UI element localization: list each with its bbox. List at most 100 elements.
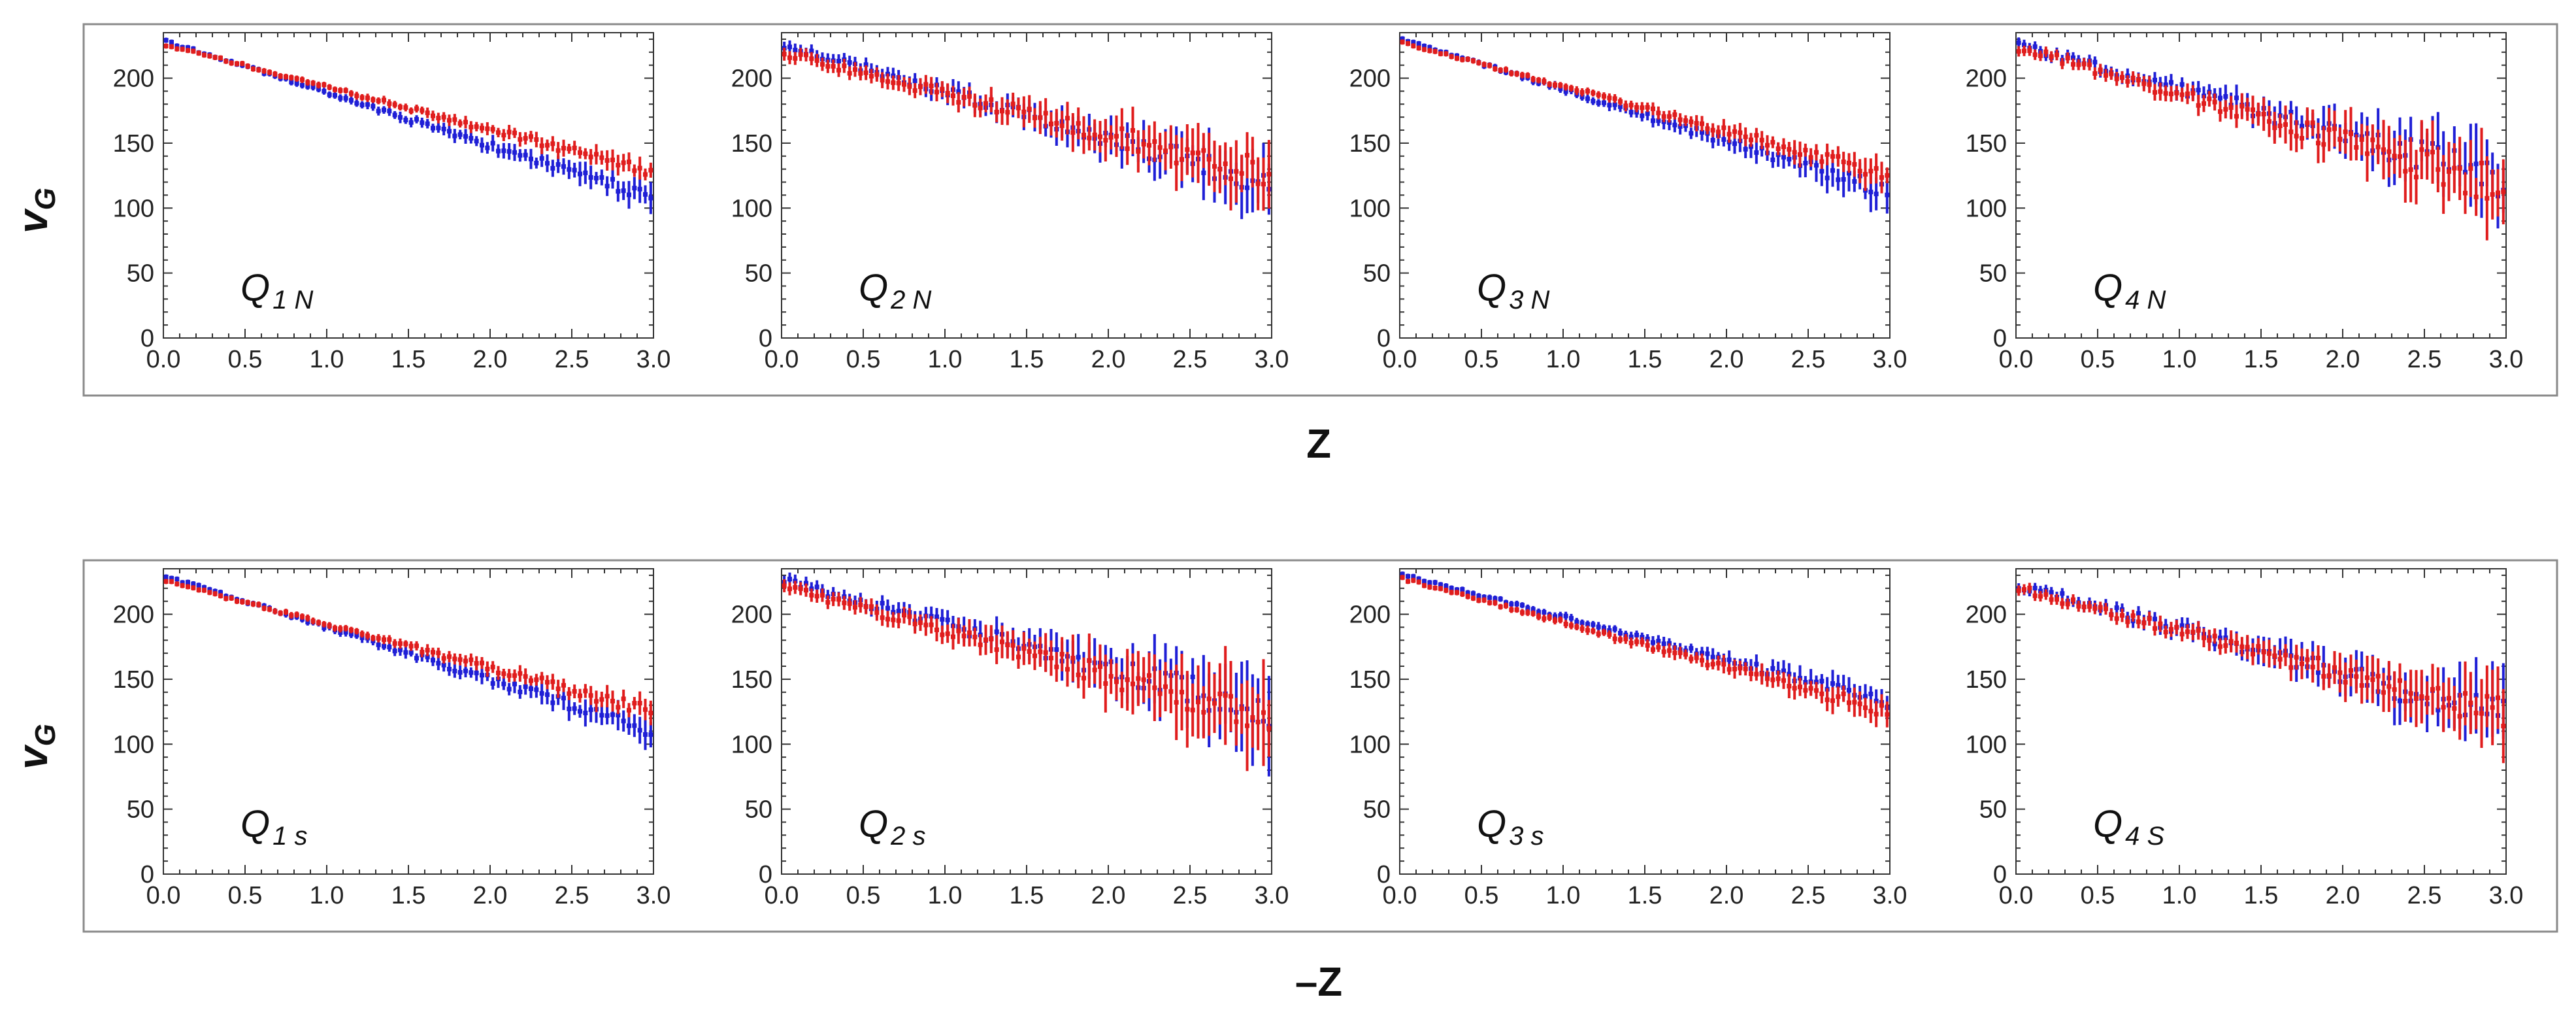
data-point [2398,698,2402,703]
data-point [945,91,950,96]
data-point [186,580,190,585]
data-point [1819,169,1825,174]
data-point [2130,613,2136,618]
data-point [1830,168,1835,173]
data-point [2016,588,2021,593]
data-point [1689,656,1694,662]
data-point [2381,147,2386,152]
data-point [809,48,814,54]
x-tick-label: 0.5 [228,882,263,909]
data-point [490,664,495,669]
data-point [1640,635,1645,640]
data-point [918,84,923,90]
data-point [1180,690,1184,695]
data-point [480,673,484,678]
data-point [539,691,544,696]
data-point [2501,189,2506,194]
data-point [1694,121,1699,126]
x-tick-label: 2.5 [1173,882,1208,909]
data-point [1874,166,1879,171]
y-tick-label: 150 [113,666,154,694]
data-point [2452,165,2457,171]
data-point [2288,665,2294,670]
data-point [1672,122,1677,127]
x-tick-label: 1.5 [1010,882,1044,909]
y-tick-label: 50 [1363,260,1391,288]
data-point [1125,677,1130,683]
data-point [2277,123,2283,128]
data-point [1836,177,1841,182]
data-point [469,135,474,141]
data-point [2032,586,2038,591]
data-point [1825,175,1830,180]
data-point [447,666,452,671]
data-point [1825,152,1830,157]
y-tick-label: 200 [1349,65,1391,93]
data-point [534,137,539,142]
data-point [2027,48,2032,53]
data-point [2190,91,2196,96]
data-point [382,637,386,642]
data-point [1542,616,1547,621]
data-point [229,60,234,65]
data-point [2071,61,2075,67]
plot-area [1399,32,1891,339]
data-point [447,118,452,123]
data-point [518,137,523,142]
data-point [1710,137,1715,143]
data-point [1754,671,1759,677]
series-red [2016,583,2506,764]
data-point [956,100,961,105]
data-point [561,683,566,688]
data-point [1255,181,1261,186]
data-point [885,79,890,84]
data-point [1803,148,1808,153]
data-point [1574,624,1579,630]
data-point [1667,641,1672,646]
data-point [929,83,934,88]
data-point [1661,641,1666,647]
data-point [327,84,332,90]
data-point [2251,107,2255,112]
data-point [1836,683,1841,688]
data-point [912,88,917,93]
data-point [2153,77,2157,82]
data-point [1536,614,1541,619]
y-tick-label: 50 [745,260,772,288]
data-point [1885,192,1890,197]
data-point [251,67,256,72]
data-point [1092,132,1097,137]
data-point [1476,598,1481,603]
data-point [387,109,392,114]
data-point [967,630,972,635]
data-point [349,628,354,633]
data-point [2501,724,2506,729]
data-point [1574,88,1579,93]
data-point [2049,590,2054,595]
data-point [2092,606,2098,611]
data-point [2087,604,2092,609]
data-point [300,614,305,619]
data-point [349,97,354,103]
data-point [1087,658,1092,664]
data-point [2038,594,2043,599]
x-tick-label: 1.0 [310,882,344,909]
data-point [2310,120,2315,126]
data-point [256,602,261,607]
data-point [1070,656,1076,661]
series-red [1400,575,1890,728]
data-point [163,579,169,584]
data-point [2147,82,2152,87]
data-point [1411,578,1416,583]
data-point [371,97,376,103]
data-point [403,641,408,647]
data-point [1525,605,1530,611]
data-point [2055,597,2059,602]
y-tick-label: 200 [731,601,772,629]
data-point [1770,140,1775,145]
data-point [1634,632,1639,637]
y-tick-label: 100 [113,731,154,758]
data-point [907,614,912,619]
data-point [174,46,180,52]
